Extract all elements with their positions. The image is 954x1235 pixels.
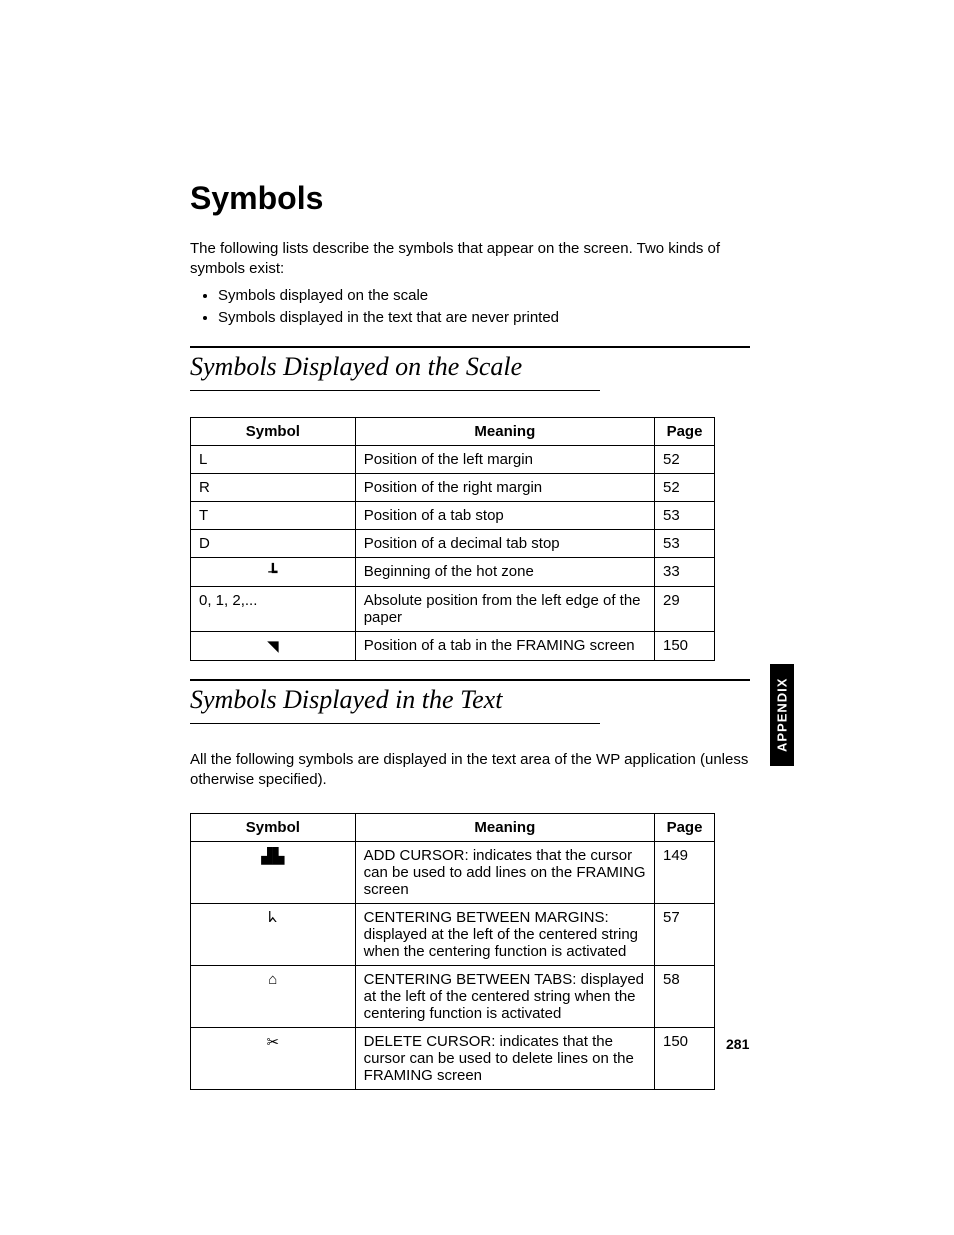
section2-intro: All the following symbols are displayed … <box>190 750 750 791</box>
symbol-cell: D <box>191 530 356 558</box>
col-header-meaning: Meaning <box>355 418 654 446</box>
intro-bullet-item: Symbols displayed in the text that are n… <box>218 308 750 328</box>
col-header-symbol: Symbol <box>191 813 356 841</box>
meaning-cell: Position of a tab stop <box>355 502 654 530</box>
symbol-cell: L <box>191 446 356 474</box>
table-row: ▟▙ ADD CURSOR: indicates that the cursor… <box>191 841 715 903</box>
table-row: T Position of a tab stop 53 <box>191 502 715 530</box>
symbol-cell: ▟▙ <box>191 841 356 903</box>
symbol-cell: ✂ <box>191 1027 356 1089</box>
page-cell: 57 <box>655 903 715 965</box>
symbol-cell: ◥ <box>191 632 356 661</box>
table-row: ᖾ CENTERING BETWEEN MARGINS: displayed a… <box>191 903 715 965</box>
intro-bullet-item: Symbols displayed on the scale <box>218 286 750 306</box>
page-title: Symbols <box>190 180 750 217</box>
page-cell: 149 <box>655 841 715 903</box>
table-row: 0, 1, 2,... Absolute position from the l… <box>191 587 715 632</box>
page-cell: 52 <box>655 474 715 502</box>
section-heading-text: Symbols Displayed in the Text <box>190 685 750 715</box>
page-cell: 33 <box>655 558 715 587</box>
table-header-row: Symbol Meaning Page <box>191 813 715 841</box>
intro-paragraph: The following lists describe the symbols… <box>190 239 750 280</box>
meaning-cell: Absolute position from the left edge of … <box>355 587 654 632</box>
meaning-cell: CENTERING BETWEEN TABS: displayed at the… <box>355 965 654 1027</box>
meaning-cell: Position of the left margin <box>355 446 654 474</box>
meaning-cell: Position of a tab in the FRAMING screen <box>355 632 654 661</box>
intro-bullet-list: Symbols displayed on the scale Symbols d… <box>190 286 750 329</box>
appendix-side-tab: APPENDIX <box>770 664 794 766</box>
section-divider <box>190 679 750 681</box>
meaning-cell: Position of the right margin <box>355 474 654 502</box>
table-row: ✂ DELETE CURSOR: indicates that the curs… <box>191 1027 715 1089</box>
table-row: ◥ Position of a tab in the FRAMING scree… <box>191 632 715 661</box>
col-header-page: Page <box>655 418 715 446</box>
col-header-symbol: Symbol <box>191 418 356 446</box>
symbol-cell: ┺ <box>191 558 356 587</box>
section-divider <box>190 346 750 348</box>
page-cell: 53 <box>655 530 715 558</box>
section-underline <box>190 723 600 724</box>
page-content: Symbols The following lists describe the… <box>190 180 750 1108</box>
symbol-cell: ᖾ <box>191 903 356 965</box>
section-underline <box>190 390 600 391</box>
symbol-cell: 0, 1, 2,... <box>191 587 356 632</box>
table-row: L Position of the left margin 52 <box>191 446 715 474</box>
col-header-page: Page <box>655 813 715 841</box>
text-symbols-table: Symbol Meaning Page ▟▙ ADD CURSOR: indic… <box>190 813 715 1090</box>
meaning-cell: ADD CURSOR: indicates that the cursor ca… <box>355 841 654 903</box>
page-cell: 29 <box>655 587 715 632</box>
symbol-cell: ⌂ <box>191 965 356 1027</box>
meaning-cell: DELETE CURSOR: indicates that the cursor… <box>355 1027 654 1089</box>
scale-symbols-table: Symbol Meaning Page L Position of the le… <box>190 417 715 661</box>
meaning-cell: CENTERING BETWEEN MARGINS: displayed at … <box>355 903 654 965</box>
page-cell: 150 <box>655 632 715 661</box>
table-header-row: Symbol Meaning Page <box>191 418 715 446</box>
page-cell: 150 <box>655 1027 715 1089</box>
symbol-cell: T <box>191 502 356 530</box>
page-cell: 52 <box>655 446 715 474</box>
section-heading-scale: Symbols Displayed on the Scale <box>190 352 750 382</box>
meaning-cell: Position of a decimal tab stop <box>355 530 654 558</box>
table-row: ⌂ CENTERING BETWEEN TABS: displayed at t… <box>191 965 715 1027</box>
page-number: 281 <box>726 1036 749 1052</box>
page-cell: 53 <box>655 502 715 530</box>
meaning-cell: Beginning of the hot zone <box>355 558 654 587</box>
table-row: R Position of the right margin 52 <box>191 474 715 502</box>
page-cell: 58 <box>655 965 715 1027</box>
symbol-cell: R <box>191 474 356 502</box>
col-header-meaning: Meaning <box>355 813 654 841</box>
table-row: D Position of a decimal tab stop 53 <box>191 530 715 558</box>
table-row: ┺ Beginning of the hot zone 33 <box>191 558 715 587</box>
